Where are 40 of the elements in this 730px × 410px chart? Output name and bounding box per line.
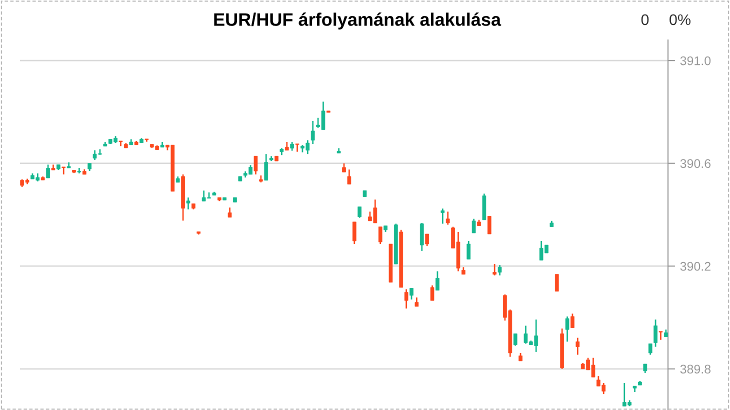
candlestick: [436, 270, 440, 291]
candlestick: [513, 332, 518, 346]
candlestick: [404, 288, 408, 310]
candlestick: [46, 164, 50, 179]
candlestick: [295, 143, 300, 152]
candlestick: [554, 274, 559, 292]
chart-title: EUR/HUF árfolyamának alakulása: [214, 12, 502, 30]
text: 0%: [670, 14, 690, 26]
candlestick: [492, 263, 496, 276]
y-tick-label: 389.8: [680, 364, 711, 374]
y-tick-label: 391.0: [680, 56, 711, 66]
candlestick: [425, 233, 429, 247]
candlestick: [352, 221, 356, 245]
candlestick: [487, 216, 492, 235]
y-tick-label: 390.2: [680, 262, 710, 271]
candlestick: [576, 337, 580, 356]
candlestick: [446, 210, 450, 226]
candlestick: [565, 316, 570, 342]
candlestick: [498, 264, 502, 276]
candlestick: [228, 206, 232, 218]
candlestick: [254, 155, 258, 176]
candlestick: [310, 120, 315, 145]
candlestick: [264, 153, 268, 181]
candlestick: [472, 218, 476, 234]
candlestick: [648, 343, 652, 356]
candlestick: [466, 240, 471, 260]
candlestick: [358, 206, 362, 218]
candlestick: [430, 284, 434, 302]
candlestick: [654, 318, 658, 348]
text: 0: [641, 14, 649, 26]
candlestick: [570, 312, 574, 328]
y-tick-label: 390.6: [680, 159, 711, 168]
candlestick: [62, 166, 66, 176]
candlestick: [410, 288, 414, 300]
candlestick: [420, 222, 424, 252]
candlestick: [440, 208, 445, 224]
candlestick: [186, 196, 190, 210]
candlestick: [658, 330, 663, 341]
candlestick: [347, 168, 352, 185]
candlestick: [378, 226, 382, 245]
